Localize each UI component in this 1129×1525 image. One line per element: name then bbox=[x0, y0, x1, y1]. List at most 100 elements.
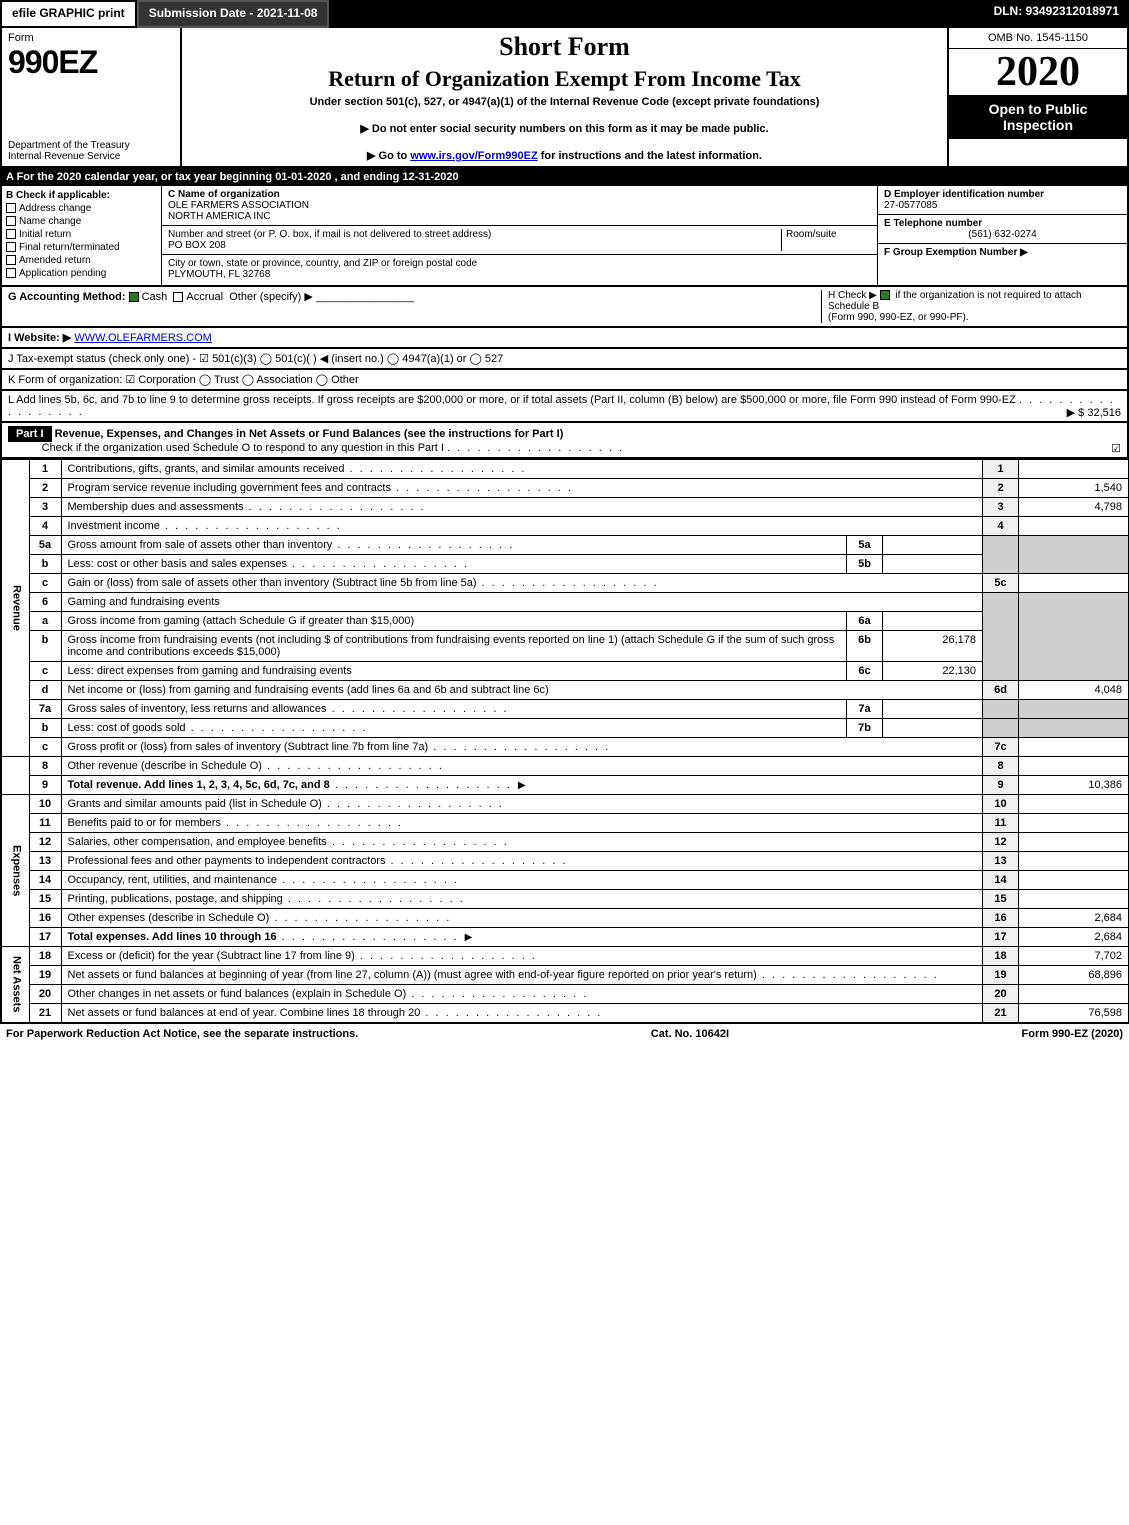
part1-checkbox[interactable]: ☑ bbox=[1111, 442, 1121, 455]
l8-t: Other revenue (describe in Schedule O) bbox=[68, 760, 262, 772]
l10-v bbox=[1019, 795, 1129, 814]
l6d-v: 4,048 bbox=[1019, 681, 1129, 700]
l19-c: 19 bbox=[983, 966, 1019, 985]
website-link[interactable]: WWW.OLEFARMERS.COM bbox=[74, 332, 212, 344]
l1-c: 1 bbox=[983, 460, 1019, 479]
box-c: C Name of organization OLE FARMERS ASSOC… bbox=[162, 186, 877, 285]
chk-h[interactable] bbox=[880, 290, 890, 300]
l11-t: Benefits paid to or for members bbox=[68, 817, 221, 829]
l10-n: 10 bbox=[29, 795, 61, 814]
l6d-t: Net income or (loss) from gaming and fun… bbox=[61, 681, 983, 700]
l20-v bbox=[1019, 985, 1129, 1004]
l15-c: 15 bbox=[983, 890, 1019, 909]
l7b-v bbox=[883, 719, 983, 738]
e-label: E Telephone number bbox=[884, 218, 982, 229]
chk-final[interactable]: Final return/terminated bbox=[19, 242, 120, 253]
l15-n: 15 bbox=[29, 890, 61, 909]
subtitle: Under section 501(c), 527, or 4947(a)(1)… bbox=[190, 96, 939, 108]
l12-n: 12 bbox=[29, 833, 61, 852]
l5b-v bbox=[883, 555, 983, 574]
l7a-t: Gross sales of inventory, less returns a… bbox=[68, 703, 327, 715]
chk-initial[interactable]: Initial return bbox=[19, 229, 71, 240]
row-k: K Form of organization: ☑ Corporation ◯ … bbox=[0, 370, 1129, 391]
room-suite: Room/suite bbox=[781, 229, 871, 251]
form-number: 990EZ bbox=[8, 44, 174, 81]
h-text3: (Form 990, 990-EZ, or 990-PF). bbox=[828, 312, 969, 323]
chk-pending[interactable]: Application pending bbox=[19, 268, 106, 279]
l16-t: Other expenses (describe in Schedule O) bbox=[68, 912, 270, 924]
l6a-t: Gross income from gaming (attach Schedul… bbox=[61, 612, 847, 631]
submission-tab: Submission Date - 2021-11-08 bbox=[137, 0, 330, 28]
chk-address[interactable]: Address change bbox=[19, 203, 91, 214]
l3-c: 3 bbox=[983, 498, 1019, 517]
l17-v: 2,684 bbox=[1019, 928, 1129, 947]
l13-t: Professional fees and other payments to … bbox=[68, 855, 386, 867]
chk-name[interactable]: Name change bbox=[19, 216, 81, 227]
l6b-c: 6b bbox=[847, 631, 883, 662]
return-title: Return of Organization Exempt From Incom… bbox=[190, 66, 939, 92]
footer-right: Form 990-EZ (2020) bbox=[1022, 1028, 1123, 1040]
omb-number: OMB No. 1545-1150 bbox=[949, 28, 1127, 49]
irs-link[interactable]: www.irs.gov/Form990EZ bbox=[410, 150, 537, 162]
l7a-c: 7a bbox=[847, 700, 883, 719]
chk-amended[interactable]: Amended return bbox=[19, 255, 91, 266]
l2-c: 2 bbox=[983, 479, 1019, 498]
l13-v bbox=[1019, 852, 1129, 871]
l16-v: 2,684 bbox=[1019, 909, 1129, 928]
l9-v: 10,386 bbox=[1019, 776, 1129, 795]
org-address: PO BOX 208 bbox=[168, 240, 226, 251]
efile-tab[interactable]: efile GRAPHIC print bbox=[0, 0, 137, 28]
l6b-t: Gross income from fundraising events (no… bbox=[61, 631, 847, 662]
period-row: A For the 2020 calendar year, or tax yea… bbox=[0, 168, 1129, 186]
side-expenses: Expenses bbox=[1, 795, 29, 947]
l21-c: 21 bbox=[983, 1004, 1019, 1023]
l6b-v: 26,178 bbox=[883, 631, 983, 662]
other-label: Other (specify) ▶ bbox=[229, 291, 313, 303]
accrual-label: Accrual bbox=[186, 291, 223, 303]
l6c-v: 22,130 bbox=[883, 662, 983, 681]
l8-v bbox=[1019, 757, 1129, 776]
l15-t: Printing, publications, postage, and shi… bbox=[68, 893, 283, 905]
l11-n: 11 bbox=[29, 814, 61, 833]
l9-c: 9 bbox=[983, 776, 1019, 795]
l2-t: Program service revenue including govern… bbox=[68, 482, 391, 494]
chk-accrual[interactable] bbox=[173, 292, 183, 302]
l5c-n: c bbox=[29, 574, 61, 593]
open-public: Open to Public Inspection bbox=[949, 95, 1127, 139]
l6c-c: 6c bbox=[847, 662, 883, 681]
l1-v bbox=[1019, 460, 1129, 479]
l6-t: Gaming and fundraising events bbox=[61, 593, 983, 612]
l19-v: 68,896 bbox=[1019, 966, 1129, 985]
c-addr-label: Number and street (or P. O. box, if mail… bbox=[168, 229, 491, 240]
l13-n: 13 bbox=[29, 852, 61, 871]
h-text1: H Check ▶ bbox=[828, 290, 877, 301]
chk-cash[interactable] bbox=[129, 292, 139, 302]
l12-c: 12 bbox=[983, 833, 1019, 852]
l17-t: Total expenses. Add lines 10 through 16 bbox=[68, 931, 277, 943]
notice-link-row: ▶ Go to www.irs.gov/Form990EZ for instru… bbox=[190, 149, 939, 162]
footer-center: Cat. No. 10642I bbox=[651, 1028, 729, 1040]
row-l: L Add lines 5b, 6c, and 7b to line 9 to … bbox=[0, 391, 1129, 423]
l3-v: 4,798 bbox=[1019, 498, 1129, 517]
l16-n: 16 bbox=[29, 909, 61, 928]
l4-t: Investment income bbox=[68, 520, 160, 532]
l5a-c: 5a bbox=[847, 536, 883, 555]
footer-left: For Paperwork Reduction Act Notice, see … bbox=[6, 1028, 358, 1040]
part1-header: Part I Revenue, Expenses, and Changes in… bbox=[0, 423, 1129, 459]
l7b-t: Less: cost of goods sold bbox=[68, 722, 186, 734]
row-gh: G Accounting Method: Cash Accrual Other … bbox=[0, 287, 1129, 328]
l1-n: 1 bbox=[29, 460, 61, 479]
cash-label: Cash bbox=[142, 291, 168, 303]
top-bar: efile GRAPHIC print Submission Date - 20… bbox=[0, 0, 1129, 28]
f-label: F Group Exemption Number ▶ bbox=[884, 247, 1028, 258]
l2-v: 1,540 bbox=[1019, 479, 1129, 498]
l14-v bbox=[1019, 871, 1129, 890]
l-amount: ▶ $ 32,516 bbox=[1067, 406, 1121, 419]
l7b-c: 7b bbox=[847, 719, 883, 738]
row-j: J Tax-exempt status (check only one) - ☑… bbox=[0, 349, 1129, 370]
l-text: L Add lines 5b, 6c, and 7b to line 9 to … bbox=[8, 394, 1016, 406]
l7a-v bbox=[883, 700, 983, 719]
l6d-c: 6d bbox=[983, 681, 1019, 700]
org-name-2: NORTH AMERICA INC bbox=[168, 211, 271, 222]
notice-pre: ▶ Go to bbox=[367, 150, 410, 162]
